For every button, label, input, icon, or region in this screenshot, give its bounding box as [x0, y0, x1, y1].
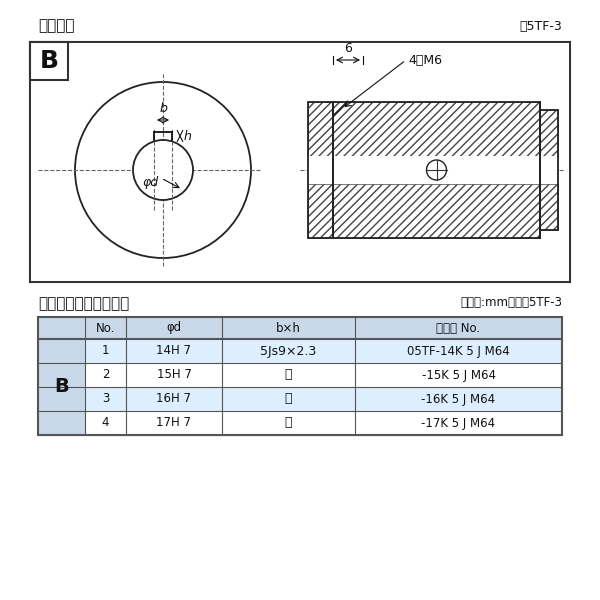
Text: （単位:mm）　表5TF-3: （単位:mm） 表5TF-3 [460, 296, 562, 309]
Text: 軸穴形状: 軸穴形状 [38, 19, 74, 34]
Text: 軸穴形状コード一覧表: 軸穴形状コード一覧表 [38, 296, 129, 311]
Text: 図5TF-3: 図5TF-3 [519, 19, 562, 32]
Text: φd: φd [143, 176, 159, 189]
Bar [540, 184, 558, 230]
Bar [30, 42, 570, 282]
Text: B: B [54, 377, 69, 397]
Bar [85, 411, 562, 435]
Text: 4: 4 [102, 416, 109, 430]
Bar [31, 43, 569, 281]
Text: 5Js9×2.3: 5Js9×2.3 [260, 344, 317, 358]
Bar [308, 156, 333, 184]
Text: 16H 7: 16H 7 [157, 392, 191, 406]
Bar [333, 102, 540, 238]
Text: b×h: b×h [276, 322, 301, 335]
Text: 6: 6 [344, 42, 352, 55]
Text: B: B [40, 49, 59, 73]
Text: コード No.: コード No. [436, 322, 481, 335]
Text: -17K 5 J M64: -17K 5 J M64 [421, 416, 496, 430]
Text: 〃: 〃 [285, 368, 292, 382]
Text: 3: 3 [102, 392, 109, 406]
Text: 4－M6: 4－M6 [408, 53, 442, 67]
Text: 〃: 〃 [285, 392, 292, 406]
Bar [333, 184, 540, 238]
Text: 17H 7: 17H 7 [157, 416, 191, 430]
Bar [540, 110, 558, 230]
Text: -16K 5 J M64: -16K 5 J M64 [421, 392, 496, 406]
Bar [85, 363, 562, 387]
Bar [540, 156, 558, 184]
Bar [308, 102, 333, 156]
Text: 14H 7: 14H 7 [157, 344, 191, 358]
Bar [540, 110, 558, 156]
Text: 15H 7: 15H 7 [157, 368, 191, 382]
Text: 1: 1 [102, 344, 109, 358]
Text: 05TF-14K 5 J M64: 05TF-14K 5 J M64 [407, 344, 510, 358]
Circle shape [133, 140, 193, 200]
Bar [85, 339, 562, 363]
Bar [308, 102, 333, 238]
Circle shape [427, 160, 446, 180]
Bar [38, 317, 562, 339]
Bar [38, 317, 562, 435]
Bar [333, 102, 540, 156]
Bar [85, 387, 562, 411]
Text: φd: φd [166, 322, 182, 335]
Bar [30, 42, 68, 80]
Text: 2: 2 [102, 368, 109, 382]
Bar [38, 339, 85, 435]
Text: -15K 5 J M64: -15K 5 J M64 [421, 368, 496, 382]
Text: b: b [159, 102, 167, 115]
Circle shape [75, 82, 251, 258]
Bar [333, 156, 540, 184]
Text: No.: No. [96, 322, 115, 335]
Text: 〃: 〃 [285, 416, 292, 430]
Bar [308, 184, 333, 238]
Text: h: h [184, 130, 192, 142]
